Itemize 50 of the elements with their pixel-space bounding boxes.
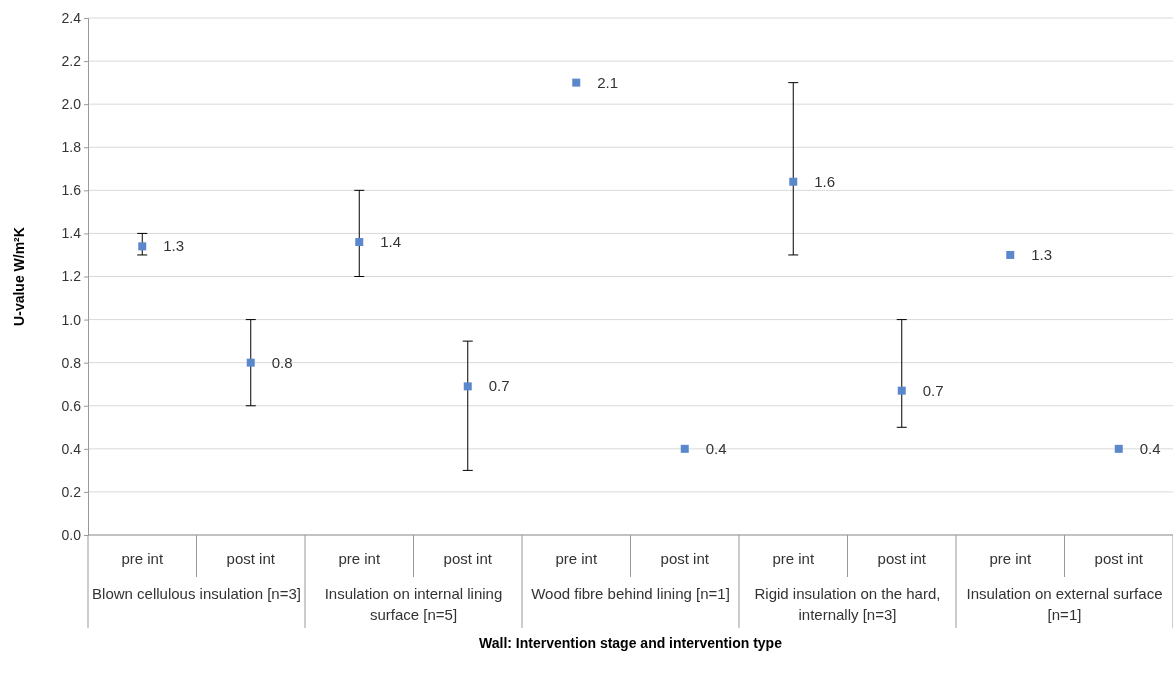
- point: [1114, 444, 1123, 453]
- y-tick-label: 1.8: [61, 139, 82, 156]
- y-tick-label: 0.6: [61, 397, 82, 414]
- y-tick-label: 2.0: [61, 96, 82, 113]
- point: [897, 386, 906, 395]
- x-tick-label: post int: [1094, 550, 1144, 567]
- x-tick-label: pre int: [989, 550, 1032, 567]
- y-tick-label: 2.2: [61, 53, 82, 70]
- data-label: 1.3: [1031, 245, 1053, 263]
- data-label: 0.4: [705, 439, 727, 457]
- point: [463, 382, 472, 391]
- data-label: 0.4: [1139, 439, 1161, 457]
- x-tick-label: pre int: [772, 550, 815, 567]
- y-tick-label: 0.4: [61, 440, 82, 457]
- x-tick-label: post int: [660, 550, 710, 567]
- data-label: 2.1: [597, 73, 619, 91]
- y-tick-label: 0.2: [61, 483, 82, 500]
- y-tick-label: 0.0: [61, 526, 82, 543]
- x-tick-label: pre int: [338, 550, 381, 567]
- x-tick-label: post int: [443, 550, 493, 567]
- text: Insulation on external surface [n=1]: [966, 585, 1163, 623]
- text: Insulation on internal lining surface [n=5]: [324, 585, 503, 623]
- text: Rigid insulation on the hard, internally [n=3]: [754, 585, 941, 623]
- y-tick-label: 1.2: [61, 268, 82, 285]
- text: Blown cellulous insulation [n=3]: [92, 585, 301, 602]
- y-tick-label: 1.6: [61, 182, 82, 199]
- point: [572, 78, 581, 87]
- data-label: 1.6: [814, 172, 836, 190]
- point: [355, 238, 364, 247]
- x-tick-label: pre int: [555, 550, 598, 567]
- y-axis-title: U-value W/m²K: [11, 227, 27, 326]
- point: [680, 444, 689, 453]
- text: Wood fibre behind lining [n=1]: [531, 585, 730, 602]
- x-axis-title: Wall: Intervention stage and intervention type: [479, 635, 783, 651]
- point: [789, 177, 798, 186]
- y-tick-label: 2.4: [61, 9, 82, 26]
- data-label: 1.3: [163, 237, 185, 255]
- data-label: 1.4: [380, 233, 402, 251]
- point: [1006, 250, 1015, 259]
- data-label: 0.7: [922, 381, 944, 399]
- y-tick-label: 0.8: [61, 354, 82, 371]
- data-label: 0.7: [488, 377, 510, 395]
- point: [246, 358, 255, 367]
- point: [138, 242, 147, 251]
- y-tick-label: 1.0: [61, 311, 82, 328]
- data-label: 0.8: [271, 353, 293, 371]
- x-tick-label: post int: [877, 550, 927, 567]
- x-tick-label: pre int: [121, 550, 164, 567]
- y-tick-label: 1.4: [61, 225, 82, 242]
- x-tick-label: post int: [226, 550, 276, 567]
